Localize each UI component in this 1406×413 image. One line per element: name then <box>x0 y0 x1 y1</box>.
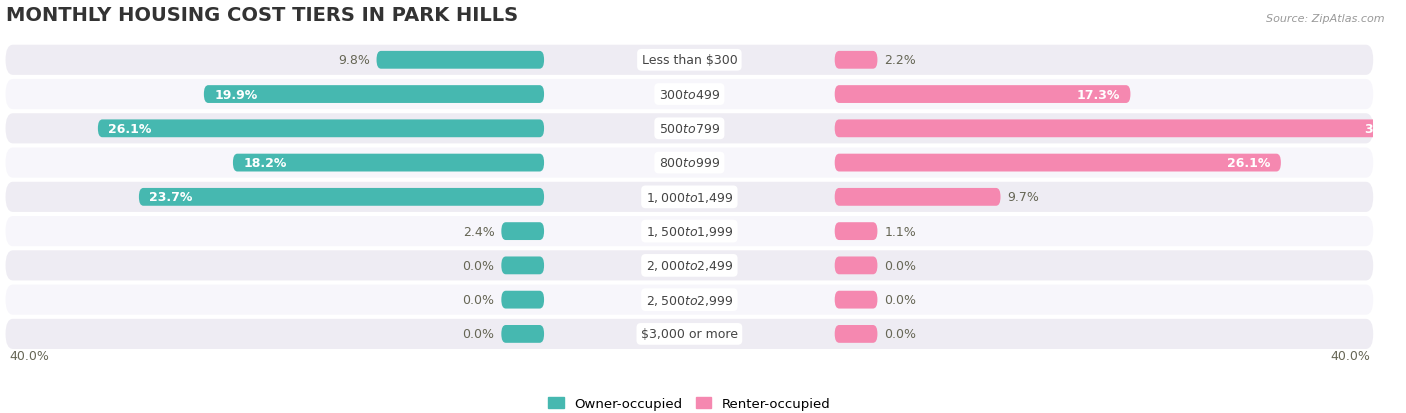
Text: 9.8%: 9.8% <box>337 54 370 67</box>
Text: 9.7%: 9.7% <box>1007 191 1039 204</box>
Text: 0.0%: 0.0% <box>884 328 917 341</box>
FancyBboxPatch shape <box>204 86 544 104</box>
Text: $3,000 or more: $3,000 or more <box>641 328 738 341</box>
Text: 18.2%: 18.2% <box>243 157 287 170</box>
FancyBboxPatch shape <box>502 223 544 240</box>
Text: 17.3%: 17.3% <box>1077 88 1121 101</box>
Text: 0.0%: 0.0% <box>463 259 495 272</box>
Text: 23.7%: 23.7% <box>149 191 193 204</box>
FancyBboxPatch shape <box>6 285 1374 315</box>
FancyBboxPatch shape <box>377 52 544 69</box>
Text: 19.9%: 19.9% <box>214 88 257 101</box>
Text: $800 to $999: $800 to $999 <box>659 157 720 170</box>
FancyBboxPatch shape <box>233 154 544 172</box>
Text: 26.1%: 26.1% <box>108 123 152 135</box>
FancyBboxPatch shape <box>835 223 877 240</box>
FancyBboxPatch shape <box>6 251 1374 281</box>
Text: 1.1%: 1.1% <box>884 225 917 238</box>
FancyBboxPatch shape <box>835 120 1406 138</box>
FancyBboxPatch shape <box>502 257 544 275</box>
FancyBboxPatch shape <box>139 188 544 206</box>
Text: 40.0%: 40.0% <box>1330 349 1369 362</box>
FancyBboxPatch shape <box>6 148 1374 178</box>
Text: 0.0%: 0.0% <box>884 259 917 272</box>
FancyBboxPatch shape <box>835 52 877 69</box>
Text: $1,500 to $1,999: $1,500 to $1,999 <box>645 225 733 239</box>
FancyBboxPatch shape <box>6 216 1374 247</box>
FancyBboxPatch shape <box>835 257 877 275</box>
Text: 34.1%: 34.1% <box>1364 123 1406 135</box>
FancyBboxPatch shape <box>6 45 1374 76</box>
FancyBboxPatch shape <box>835 188 1001 206</box>
Text: 0.0%: 0.0% <box>463 293 495 306</box>
Text: 2.2%: 2.2% <box>884 54 917 67</box>
FancyBboxPatch shape <box>6 319 1374 349</box>
FancyBboxPatch shape <box>502 325 544 343</box>
FancyBboxPatch shape <box>6 182 1374 212</box>
Text: $2,500 to $2,999: $2,500 to $2,999 <box>645 293 733 307</box>
Text: 0.0%: 0.0% <box>884 293 917 306</box>
Text: Source: ZipAtlas.com: Source: ZipAtlas.com <box>1267 14 1385 24</box>
Text: 2.4%: 2.4% <box>463 225 495 238</box>
Text: $1,000 to $1,499: $1,000 to $1,499 <box>645 190 733 204</box>
Text: 0.0%: 0.0% <box>463 328 495 341</box>
Text: Less than $300: Less than $300 <box>641 54 737 67</box>
FancyBboxPatch shape <box>98 120 544 138</box>
Text: $500 to $799: $500 to $799 <box>659 123 720 135</box>
Text: MONTHLY HOUSING COST TIERS IN PARK HILLS: MONTHLY HOUSING COST TIERS IN PARK HILLS <box>6 5 517 24</box>
FancyBboxPatch shape <box>835 86 1130 104</box>
Text: $2,000 to $2,499: $2,000 to $2,499 <box>645 259 733 273</box>
FancyBboxPatch shape <box>835 325 877 343</box>
Text: 40.0%: 40.0% <box>8 349 49 362</box>
FancyBboxPatch shape <box>6 114 1374 144</box>
FancyBboxPatch shape <box>6 80 1374 110</box>
Text: $300 to $499: $300 to $499 <box>659 88 720 101</box>
FancyBboxPatch shape <box>502 291 544 309</box>
FancyBboxPatch shape <box>835 154 1281 172</box>
Legend: Owner-occupied, Renter-occupied: Owner-occupied, Renter-occupied <box>548 396 831 410</box>
Text: 26.1%: 26.1% <box>1227 157 1271 170</box>
FancyBboxPatch shape <box>835 291 877 309</box>
